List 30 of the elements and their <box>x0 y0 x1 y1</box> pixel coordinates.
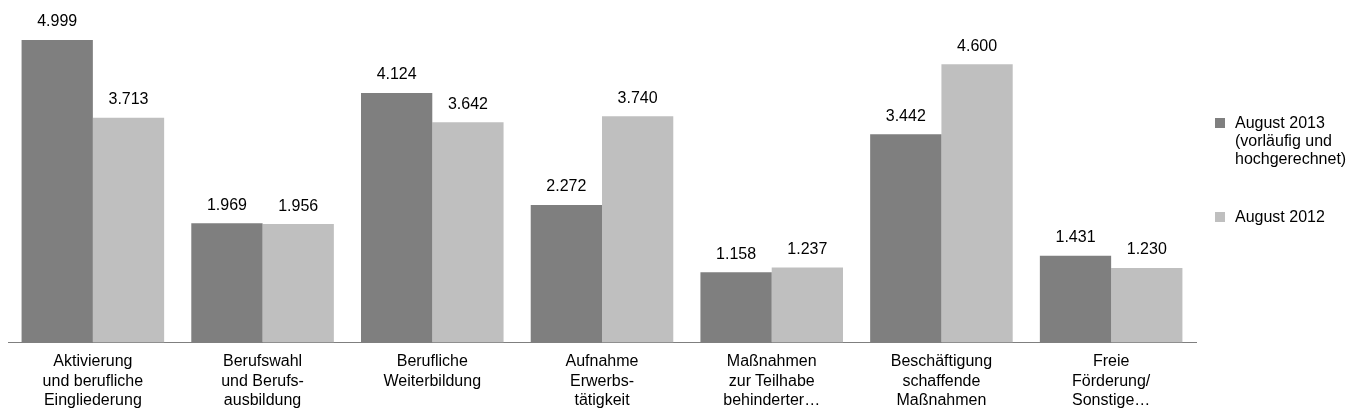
data-label: 1.158 <box>716 244 757 262</box>
data-label: 3.713 <box>108 90 149 108</box>
data-label: 3.642 <box>447 94 489 112</box>
x-tick-label: Berufliche Weiterbildung <box>383 352 482 389</box>
data-label: 1.969 <box>206 195 248 213</box>
data-label: 3.740 <box>617 88 658 106</box>
data-label: 4.999 <box>37 12 78 30</box>
data-label: 1.230 <box>1126 240 1167 258</box>
bar <box>771 267 843 343</box>
x-tick-label: Aktivierung und berufliche Eingliederung <box>42 352 144 408</box>
x-tick-label: Aufnahme Erwerbs- tätigkeit <box>565 352 639 408</box>
data-label: 4.600 <box>957 36 998 54</box>
bar <box>262 224 334 343</box>
bar <box>92 117 165 343</box>
bar <box>1111 268 1183 343</box>
legend-label: August 2013 (vorläufig und hochgerechnet) <box>1235 114 1347 168</box>
x-tick-label: Maßnahmen zur Teilhabe behinderter… <box>723 352 821 408</box>
data-label: 2.272 <box>546 177 587 195</box>
data-label: 4.124 <box>376 65 417 83</box>
legend-label: August 2012 <box>1235 208 1325 226</box>
data-label: 1.431 <box>1055 228 1096 246</box>
data-label: 1.237 <box>787 239 828 257</box>
x-tick-label: Freie Förderung/ Sonstige… <box>1072 352 1151 408</box>
bar <box>602 116 674 343</box>
data-label: 1.956 <box>278 196 319 214</box>
x-tick-label: Beschäftigung schaffende Maßnahmen <box>890 352 993 408</box>
bar <box>432 122 504 343</box>
bar <box>941 64 1013 343</box>
x-tick-label: Berufswahl und Berufs- ausbildung <box>221 352 304 408</box>
data-label: 3.442 <box>885 106 926 124</box>
